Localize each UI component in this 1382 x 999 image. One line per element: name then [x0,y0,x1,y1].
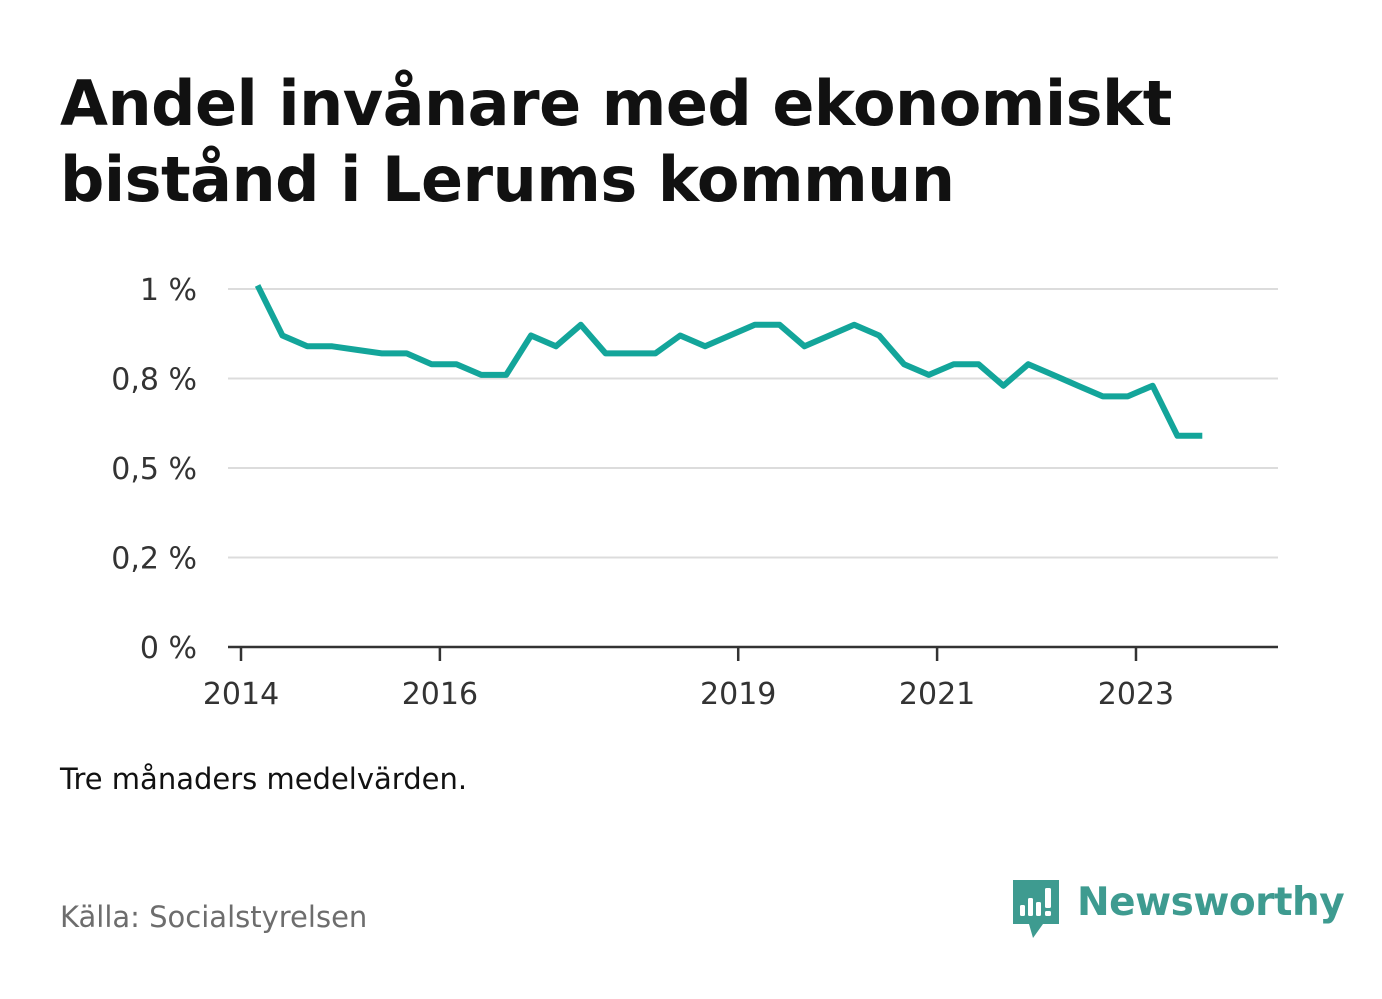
source-label: Källa: Socialstyrelsen [60,900,368,934]
y-tick-label: 0,5 % [111,452,197,487]
chart-note: Tre månaders medelvärden. [60,762,468,796]
gridlines [228,288,1278,559]
x-tick-label: 2016 [402,677,478,712]
chart-title: Andel invånare med ekonomiskt bistånd i … [60,67,1172,216]
y-tick-label: 0,8 % [111,363,197,398]
y-axis-ticks: 0 % 0,2 % 0,5 % 0,8 % 1 % [111,273,197,666]
line-chart: 0 %0,2 %0,5 %0,8 %1 % 2014 2016 2019 2021 20… [111,273,1278,712]
series-layer [254,284,1203,439]
x-axis: 2014 2016 2019 2021 2023 [203,645,1278,712]
series-line [254,284,1203,439]
x-tick-label: 2019 [700,677,776,712]
brand-name: Newsworthy [1077,880,1345,925]
x-tick-label: 2021 [899,677,975,712]
y-tick-label: 0 % [140,631,197,666]
brand-logo: Newsworthy [1011,878,1345,940]
newsworthy-logo-icon [1013,880,1059,938]
x-tick-label: 2014 [203,677,279,712]
y-tick-label: 1 % [140,273,197,308]
y-tick-label: 0,2 % [111,542,197,577]
x-tick-label: 2023 [1098,677,1174,712]
